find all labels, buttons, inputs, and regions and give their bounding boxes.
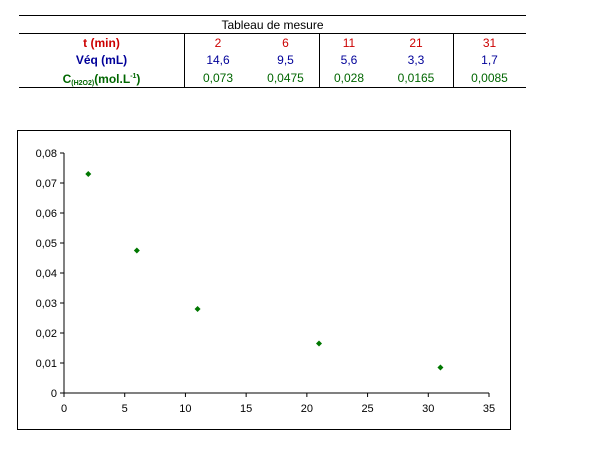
y-tick-label: 0,07 <box>36 178 57 190</box>
y-tick-label: 0,05 <box>36 238 57 250</box>
table-title: Tableau de mesure <box>221 18 324 32</box>
concentration-value: 0,0085 <box>471 71 508 85</box>
y-tick-label: 0,03 <box>36 298 57 310</box>
volume-value: 3,3 <box>407 53 425 67</box>
data-point <box>437 364 444 371</box>
data-point <box>194 306 201 312</box>
y-tick-label: 0,02 <box>36 328 57 340</box>
y-tick-label: 0 <box>51 388 57 400</box>
table-divider-2 <box>319 33 320 88</box>
y-tick-label: 0,01 <box>36 358 57 370</box>
x-tick-label: 30 <box>422 403 434 415</box>
data-point <box>316 340 322 347</box>
time-value: 6 <box>282 36 289 50</box>
volume-value: 1,7 <box>481 53 498 67</box>
volume-value: 14,6 <box>206 53 230 67</box>
conc-label-end: ) <box>136 72 141 86</box>
y-tick-label: 0,04 <box>36 268 57 280</box>
x-tick-label: 25 <box>361 403 373 415</box>
concentration-value: 0,0165 <box>397 71 435 85</box>
volume-value: 9,5 <box>277 53 294 67</box>
x-tick-label: 10 <box>179 403 191 415</box>
row-label-volume: Véq (mL) <box>75 53 128 67</box>
row-label-concentration: C(H2O2)(mol.L-1) <box>19 69 184 87</box>
conc-label-sup: -1 <box>130 73 137 80</box>
time-value: 2 <box>214 36 222 50</box>
time-value: 31 <box>482 36 497 50</box>
scatter-plot: 0 0,01 0,02 0,03 0,04 0,05 0,06 0,07 0,08 0 5 10 15 2… <box>36 148 496 415</box>
x-tick-label: 0 <box>61 403 67 415</box>
chart-frame: 0 0,01 0,02 0,03 0,04 0,05 0,06 0,07 0,08 0 5 10 15 2… <box>17 130 511 430</box>
table-divider-1 <box>184 33 185 88</box>
y-tick-label: 0,06 <box>36 208 57 220</box>
volume-value: 5,6 <box>340 53 358 67</box>
data-point <box>85 171 92 177</box>
x-tick-label: 5 <box>122 403 128 415</box>
table-bottom-border <box>19 87 526 88</box>
concentration-value: 0,028 <box>333 71 365 85</box>
concentration-value: 0,0475 <box>267 71 304 85</box>
time-value: 11 <box>342 36 356 50</box>
row-label-time: t (min) <box>83 36 120 50</box>
conc-label-sub: (H2O2) <box>71 80 95 87</box>
x-tick-label: 15 <box>240 403 252 415</box>
data-point <box>133 247 140 254</box>
measurement-table: Tableau de mesure t (min) 2 6 11 21 31 V… <box>19 15 526 88</box>
table-divider-3 <box>453 33 454 88</box>
table-top-border <box>19 15 526 16</box>
conc-label-unit: (mol.L <box>94 72 131 86</box>
time-value: 21 <box>409 36 423 50</box>
x-tick-label: 20 <box>301 403 313 415</box>
x-tick-label: 35 <box>483 403 495 415</box>
table-header-border <box>19 33 526 34</box>
conc-label-main: C <box>62 72 72 86</box>
concentration-value: 0,073 <box>202 71 234 85</box>
y-tick-label: 0,08 <box>36 148 57 160</box>
